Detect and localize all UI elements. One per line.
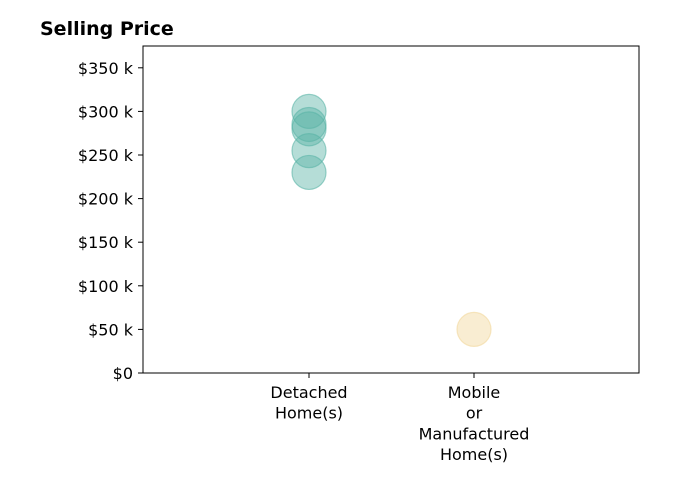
x-tick-label: Home(s): [275, 404, 343, 423]
y-tick-label: $300 k: [78, 102, 134, 121]
chart-title: Selling Price: [40, 18, 174, 40]
data-point: [291, 133, 327, 169]
x-tick-label: Detached: [270, 383, 347, 402]
y-tick-label: $100 k: [78, 277, 134, 296]
y-axis: $0 $50 k $100 k $150 k $200 k $250 k $300 k $35…: [78, 59, 143, 383]
x-tick-label: or: [466, 404, 483, 423]
data-point: [291, 111, 327, 147]
x-tick-label: Manufactured: [419, 424, 530, 443]
y-tick-label: $50 k: [88, 320, 134, 339]
y-tick-label: $150 k: [78, 233, 134, 252]
data-point: [456, 311, 492, 347]
plot-area-frame: [142, 45, 640, 374]
data-point: [291, 154, 327, 191]
data-points: [291, 93, 492, 347]
y-tick-label: $0: [113, 364, 133, 383]
y-tick-label: $250 k: [78, 146, 134, 165]
x-tick-label: Mobile: [448, 383, 500, 402]
y-tick-label: $350 k: [78, 59, 134, 78]
x-tick-label: Home(s): [440, 445, 508, 464]
y-tick-label: $200 k: [78, 190, 134, 209]
